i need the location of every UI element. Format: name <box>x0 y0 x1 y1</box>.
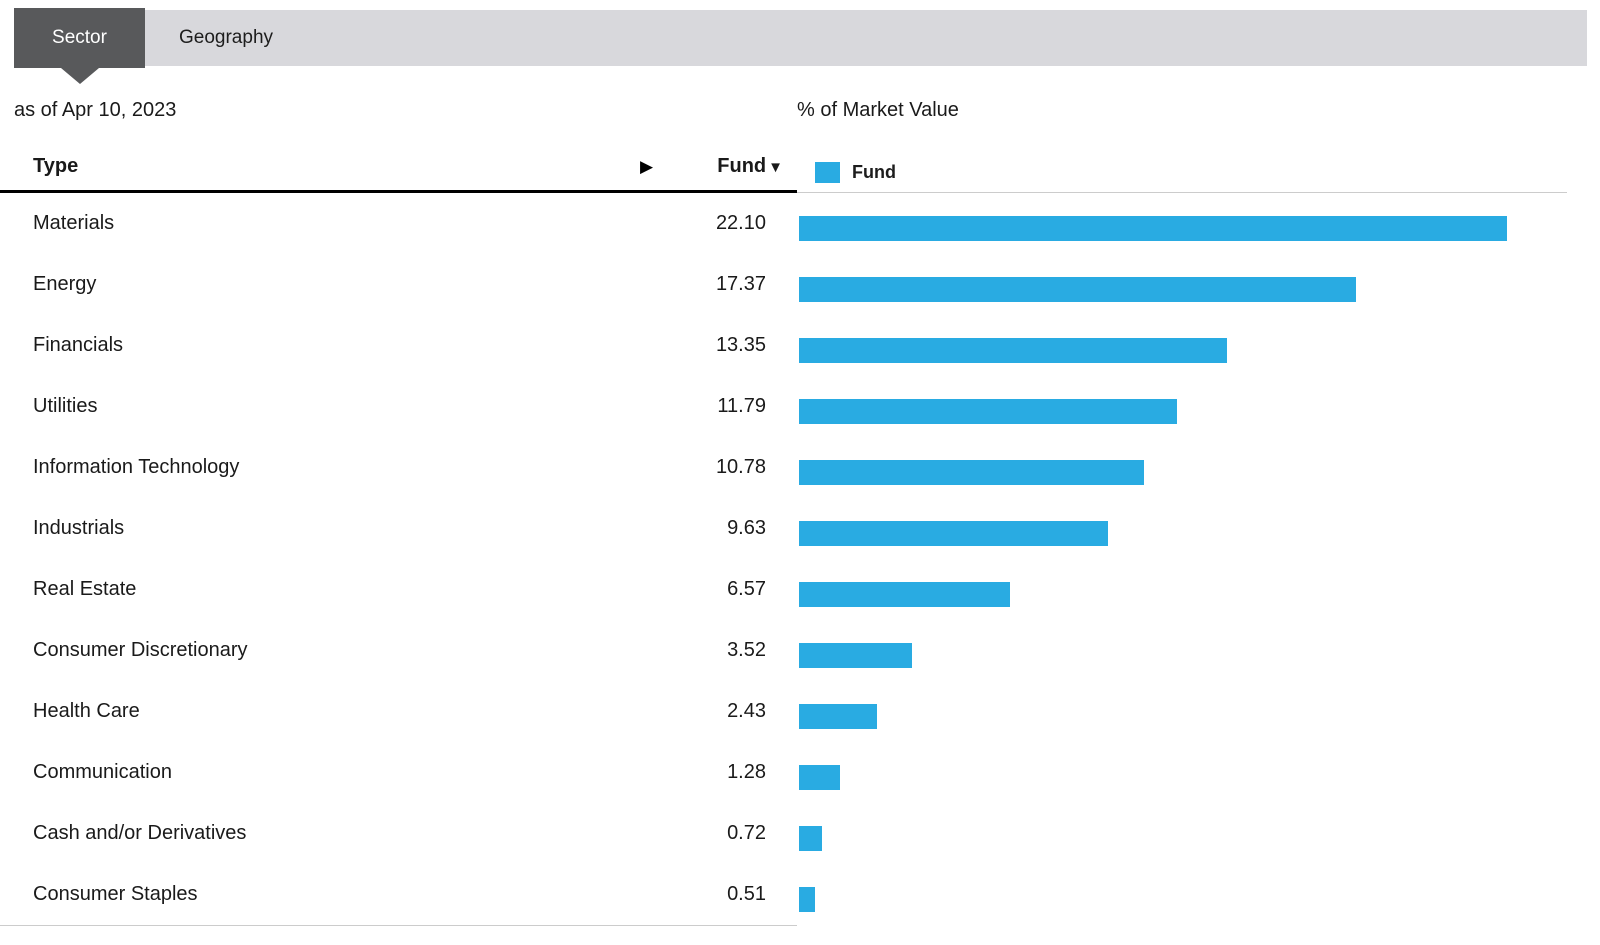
sector-label: Consumer Staples <box>33 883 198 905</box>
fund-bar <box>799 582 1010 607</box>
table-row: Communication 1.28 <box>0 742 797 803</box>
sector-value: 9.63 <box>727 517 766 539</box>
bar-row <box>797 193 1567 254</box>
tab-geography[interactable]: Geography <box>145 10 315 66</box>
sector-value: 17.37 <box>715 273 766 295</box>
table-row: Information Technology 10.78 <box>0 437 797 498</box>
expand-column-icon[interactable]: ▶ <box>640 157 654 176</box>
sector-value: 0.72 <box>727 822 766 844</box>
legend-label: Fund <box>852 162 896 182</box>
fund-bar <box>799 826 823 851</box>
sector-label: Information Technology <box>33 456 240 478</box>
sector-value: 10.78 <box>715 456 766 478</box>
allocation-table: as of Apr 10, 2023 Type ▶ Fund ▼ Material… <box>0 85 797 926</box>
sector-value: 11.79 <box>717 395 766 417</box>
bar-row <box>797 498 1567 559</box>
table-row: Utilities 11.79 <box>0 376 797 437</box>
sector-label: Cash and/or Derivatives <box>33 822 247 844</box>
table-row: Energy 17.37 <box>0 254 797 315</box>
sector-value: 22.10 <box>715 212 766 234</box>
fund-bar <box>799 765 840 790</box>
fund-bar <box>799 460 1145 485</box>
as-of-date: as of Apr 10, 2023 <box>14 99 177 121</box>
bar-rows <box>797 193 1567 925</box>
sort-descending-icon: ▼ <box>768 159 783 176</box>
table-row: Health Care 2.43 <box>0 681 797 742</box>
sector-label: Utilities <box>33 395 98 417</box>
table-row: Materials 22.10 <box>0 193 797 254</box>
sector-label: Industrials <box>33 517 125 539</box>
type-column-header: Type <box>33 155 79 177</box>
fund-bar <box>799 338 1227 363</box>
bar-row <box>797 864 1567 925</box>
table-row: Industrials 9.63 <box>0 498 797 559</box>
tab-sector-label: Sector <box>52 27 107 48</box>
sector-value: 0.51 <box>727 883 766 905</box>
chart-title: % of Market Value <box>797 99 959 121</box>
bar-row <box>797 681 1567 742</box>
table-rows: Materials 22.10 Energy 17.37 Financials 13.35… <box>0 193 797 926</box>
tab-strip-background <box>145 10 1587 66</box>
bar-row <box>797 620 1567 681</box>
table-row: Consumer Discretionary 3.52 <box>0 620 797 681</box>
bar-row <box>797 742 1567 803</box>
tab-sector[interactable]: Sector <box>14 8 145 84</box>
sector-label: Communication <box>33 761 172 783</box>
bar-row <box>797 803 1567 864</box>
bar-row <box>797 437 1567 498</box>
sector-label: Health Care <box>33 700 140 722</box>
sector-value: 3.52 <box>727 639 766 661</box>
allocation-chart: % of Market Value Fund <box>797 85 1600 926</box>
sector-label: Consumer Discretionary <box>33 639 248 661</box>
chart-legend: Fund <box>797 162 1567 193</box>
bar-row <box>797 315 1567 376</box>
legend-swatch <box>815 162 840 183</box>
fund-column-header-label: Fund <box>717 155 767 177</box>
sector-value: 1.28 <box>727 761 766 783</box>
table-row: Financials 13.35 <box>0 315 797 376</box>
fund-bar <box>799 277 1356 302</box>
sector-label: Real Estate <box>33 578 137 600</box>
table-row: Real Estate 6.57 <box>0 559 797 620</box>
fund-bar <box>799 887 816 912</box>
sector-label: Financials <box>33 334 124 356</box>
fund-column-header-sort[interactable]: Fund ▼ <box>717 155 783 178</box>
tab-geography-label: Geography <box>179 27 274 48</box>
sector-label: Energy <box>33 273 97 295</box>
active-tab-pointer-icon <box>60 68 99 84</box>
bar-row <box>797 376 1567 437</box>
tab-bar: Sector Geography <box>0 0 1600 85</box>
sector-label: Materials <box>33 212 115 234</box>
table-row: Cash and/or Derivatives 0.72 <box>0 803 797 864</box>
sector-breakdown-panel: as of Apr 10, 2023 Type ▶ Fund ▼ Material… <box>0 85 1600 926</box>
fund-bar <box>799 643 912 668</box>
bar-row <box>797 254 1567 315</box>
sector-value: 2.43 <box>727 700 766 722</box>
fund-bar <box>799 399 1177 424</box>
fund-bar <box>799 704 877 729</box>
sector-value: 6.57 <box>727 578 766 600</box>
bar-row <box>797 559 1567 620</box>
table-row: Consumer Staples 0.51 <box>0 864 797 925</box>
table-header-row: Type ▶ Fund ▼ <box>0 122 797 193</box>
fund-bar <box>799 521 1108 546</box>
fund-bar <box>799 216 1507 241</box>
sector-value: 13.35 <box>715 334 766 356</box>
